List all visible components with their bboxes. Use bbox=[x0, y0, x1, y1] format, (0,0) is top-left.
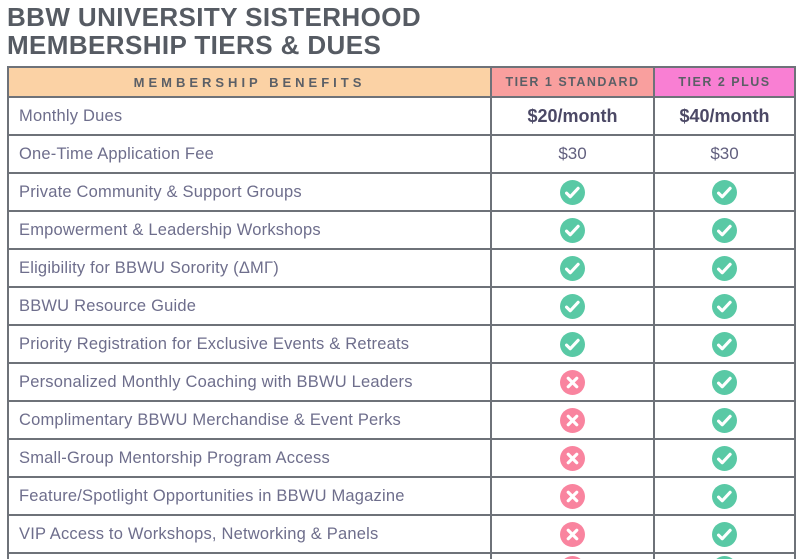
benefit-label: Private Community & Support Groups bbox=[7, 172, 492, 212]
benefit-label: Monthly Dues bbox=[7, 96, 492, 136]
table-row: Small-Group Mentorship Program Access bbox=[7, 438, 796, 478]
check-icon bbox=[712, 331, 737, 357]
benefit-excluded-cell bbox=[490, 400, 655, 440]
benefit-label: VIP Access to Workshops, Networking & Pa… bbox=[7, 514, 492, 554]
value-cell: $20/month bbox=[490, 96, 655, 136]
table-row: Complimentary BBWU Merchandise & Event P… bbox=[7, 400, 796, 440]
benefit-included-cell bbox=[653, 476, 796, 516]
check-icon bbox=[712, 407, 737, 433]
benefit-label bbox=[7, 552, 492, 559]
benefit-label: Priority Registration for Exclusive Even… bbox=[7, 324, 492, 364]
benefit-included-cell bbox=[653, 248, 796, 288]
table-row: Feature/Spotlight Opportunities in BBWU … bbox=[7, 476, 796, 516]
header-membership-benefits: MEMBERSHIP BENEFITS bbox=[7, 66, 492, 98]
table-row: Personalized Monthly Coaching with BBWU … bbox=[7, 362, 796, 402]
check-icon bbox=[712, 445, 737, 471]
benefit-label: Complimentary BBWU Merchandise & Event P… bbox=[7, 400, 492, 440]
cross-icon bbox=[560, 445, 585, 471]
benefit-label: One-Time Application Fee bbox=[7, 134, 492, 174]
benefit-included-cell bbox=[653, 514, 796, 554]
table-row: Empowerment & Leadership Workshops bbox=[7, 210, 796, 250]
benefit-included-cell bbox=[490, 248, 655, 288]
page-title-line2: MEMBERSHIP TIERS & DUES bbox=[7, 30, 382, 60]
check-icon bbox=[560, 331, 585, 357]
check-icon bbox=[712, 521, 737, 547]
benefit-label: Feature/Spotlight Opportunities in BBWU … bbox=[7, 476, 492, 516]
check-icon bbox=[712, 179, 737, 205]
benefit-included-cell bbox=[653, 172, 796, 212]
header-tier1-standard: TIER 1 STANDARD bbox=[490, 66, 655, 98]
page-title-line1: BBW UNIVERSITY SISTERHOOD bbox=[7, 2, 422, 32]
check-icon bbox=[560, 255, 585, 281]
benefit-label: Eligibility for BBWU Sorority (ΔΜΓ) bbox=[7, 248, 492, 288]
page-title: BBW UNIVERSITY SISTERHOOD MEMBERSHIP TIER… bbox=[7, 3, 421, 59]
cross-icon bbox=[560, 521, 585, 547]
table-row: Eligibility for BBWU Sorority (ΔΜΓ) bbox=[7, 248, 796, 288]
benefit-excluded-cell bbox=[490, 438, 655, 478]
table-header-row: MEMBERSHIP BENEFITS TIER 1 STANDARD TIER… bbox=[7, 66, 796, 98]
benefit-included-cell bbox=[490, 324, 655, 364]
membership-tiers-table: MEMBERSHIP BENEFITS TIER 1 STANDARD TIER… bbox=[7, 66, 796, 559]
benefit-included-cell bbox=[653, 438, 796, 478]
benefit-excluded-cell bbox=[490, 362, 655, 402]
benefit-label: Empowerment & Leadership Workshops bbox=[7, 210, 492, 250]
table-row: BBWU Resource Guide bbox=[7, 286, 796, 326]
benefit-included-cell bbox=[653, 324, 796, 364]
value-cell: $40/month bbox=[653, 96, 796, 136]
benefit-excluded-cell bbox=[490, 552, 655, 559]
cross-icon bbox=[564, 556, 581, 559]
benefit-included-cell bbox=[653, 286, 796, 326]
benefit-excluded-cell bbox=[490, 514, 655, 554]
table-row: Priority Registration for Exclusive Even… bbox=[7, 324, 796, 364]
check-icon bbox=[712, 255, 737, 281]
benefit-included-cell bbox=[653, 400, 796, 440]
table-row: Private Community & Support Groups bbox=[7, 172, 796, 212]
check-icon bbox=[712, 483, 737, 509]
benefit-included-cell bbox=[490, 210, 655, 250]
benefit-included-cell bbox=[653, 552, 796, 559]
benefit-excluded-cell bbox=[490, 476, 655, 516]
table-row-partial bbox=[7, 552, 796, 559]
table-row: One-Time Application Fee $30 $30 bbox=[7, 134, 796, 174]
benefit-included-cell bbox=[490, 172, 655, 212]
check-icon bbox=[712, 217, 737, 243]
check-icon bbox=[716, 556, 733, 559]
check-icon bbox=[712, 369, 737, 395]
benefit-included-cell bbox=[490, 286, 655, 326]
cross-icon bbox=[560, 407, 585, 433]
check-icon bbox=[560, 179, 585, 205]
table-row: Monthly Dues $20/month $40/month bbox=[7, 96, 796, 136]
check-icon bbox=[712, 293, 737, 319]
header-tier2-plus: TIER 2 PLUS bbox=[653, 66, 796, 98]
benefit-label: Small-Group Mentorship Program Access bbox=[7, 438, 492, 478]
table-row: VIP Access to Workshops, Networking & Pa… bbox=[7, 514, 796, 554]
cross-icon bbox=[560, 483, 585, 509]
benefit-included-cell bbox=[653, 362, 796, 402]
value-cell: $30 bbox=[653, 134, 796, 174]
check-icon bbox=[560, 293, 585, 319]
check-icon bbox=[560, 217, 585, 243]
cross-icon bbox=[560, 369, 585, 395]
benefit-included-cell bbox=[653, 210, 796, 250]
benefit-label: Personalized Monthly Coaching with BBWU … bbox=[7, 362, 492, 402]
value-cell: $30 bbox=[490, 134, 655, 174]
benefit-label: BBWU Resource Guide bbox=[7, 286, 492, 326]
